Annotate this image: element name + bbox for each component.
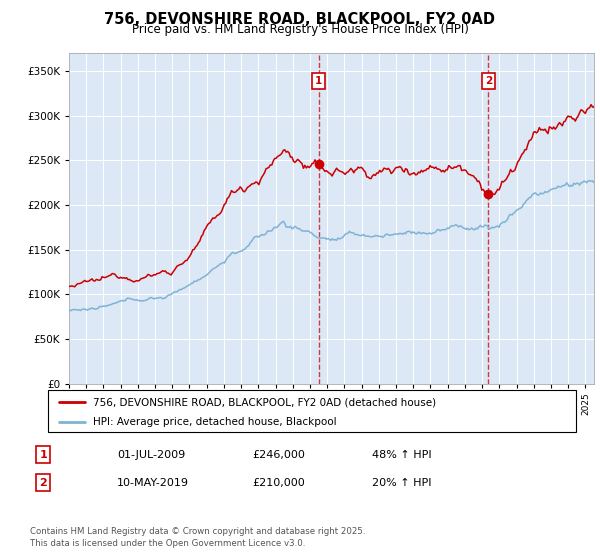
Text: 01-JUL-2009: 01-JUL-2009 bbox=[117, 450, 185, 460]
Text: 48% ↑ HPI: 48% ↑ HPI bbox=[372, 450, 431, 460]
Text: 2: 2 bbox=[40, 478, 47, 488]
Text: £246,000: £246,000 bbox=[252, 450, 305, 460]
Text: 756, DEVONSHIRE ROAD, BLACKPOOL, FY2 0AD (detached house): 756, DEVONSHIRE ROAD, BLACKPOOL, FY2 0AD… bbox=[93, 397, 436, 407]
Text: 2: 2 bbox=[485, 76, 492, 86]
Text: 756, DEVONSHIRE ROAD, BLACKPOOL, FY2 0AD: 756, DEVONSHIRE ROAD, BLACKPOOL, FY2 0AD bbox=[104, 12, 496, 26]
Text: Price paid vs. HM Land Registry's House Price Index (HPI): Price paid vs. HM Land Registry's House … bbox=[131, 23, 469, 36]
Text: 1: 1 bbox=[315, 76, 322, 86]
Text: 10-MAY-2019: 10-MAY-2019 bbox=[117, 478, 189, 488]
Text: Contains HM Land Registry data © Crown copyright and database right 2025.
This d: Contains HM Land Registry data © Crown c… bbox=[30, 527, 365, 548]
Text: 20% ↑ HPI: 20% ↑ HPI bbox=[372, 478, 431, 488]
Text: £210,000: £210,000 bbox=[252, 478, 305, 488]
Text: 1: 1 bbox=[40, 450, 47, 460]
FancyBboxPatch shape bbox=[48, 390, 576, 432]
Text: HPI: Average price, detached house, Blackpool: HPI: Average price, detached house, Blac… bbox=[93, 417, 337, 427]
